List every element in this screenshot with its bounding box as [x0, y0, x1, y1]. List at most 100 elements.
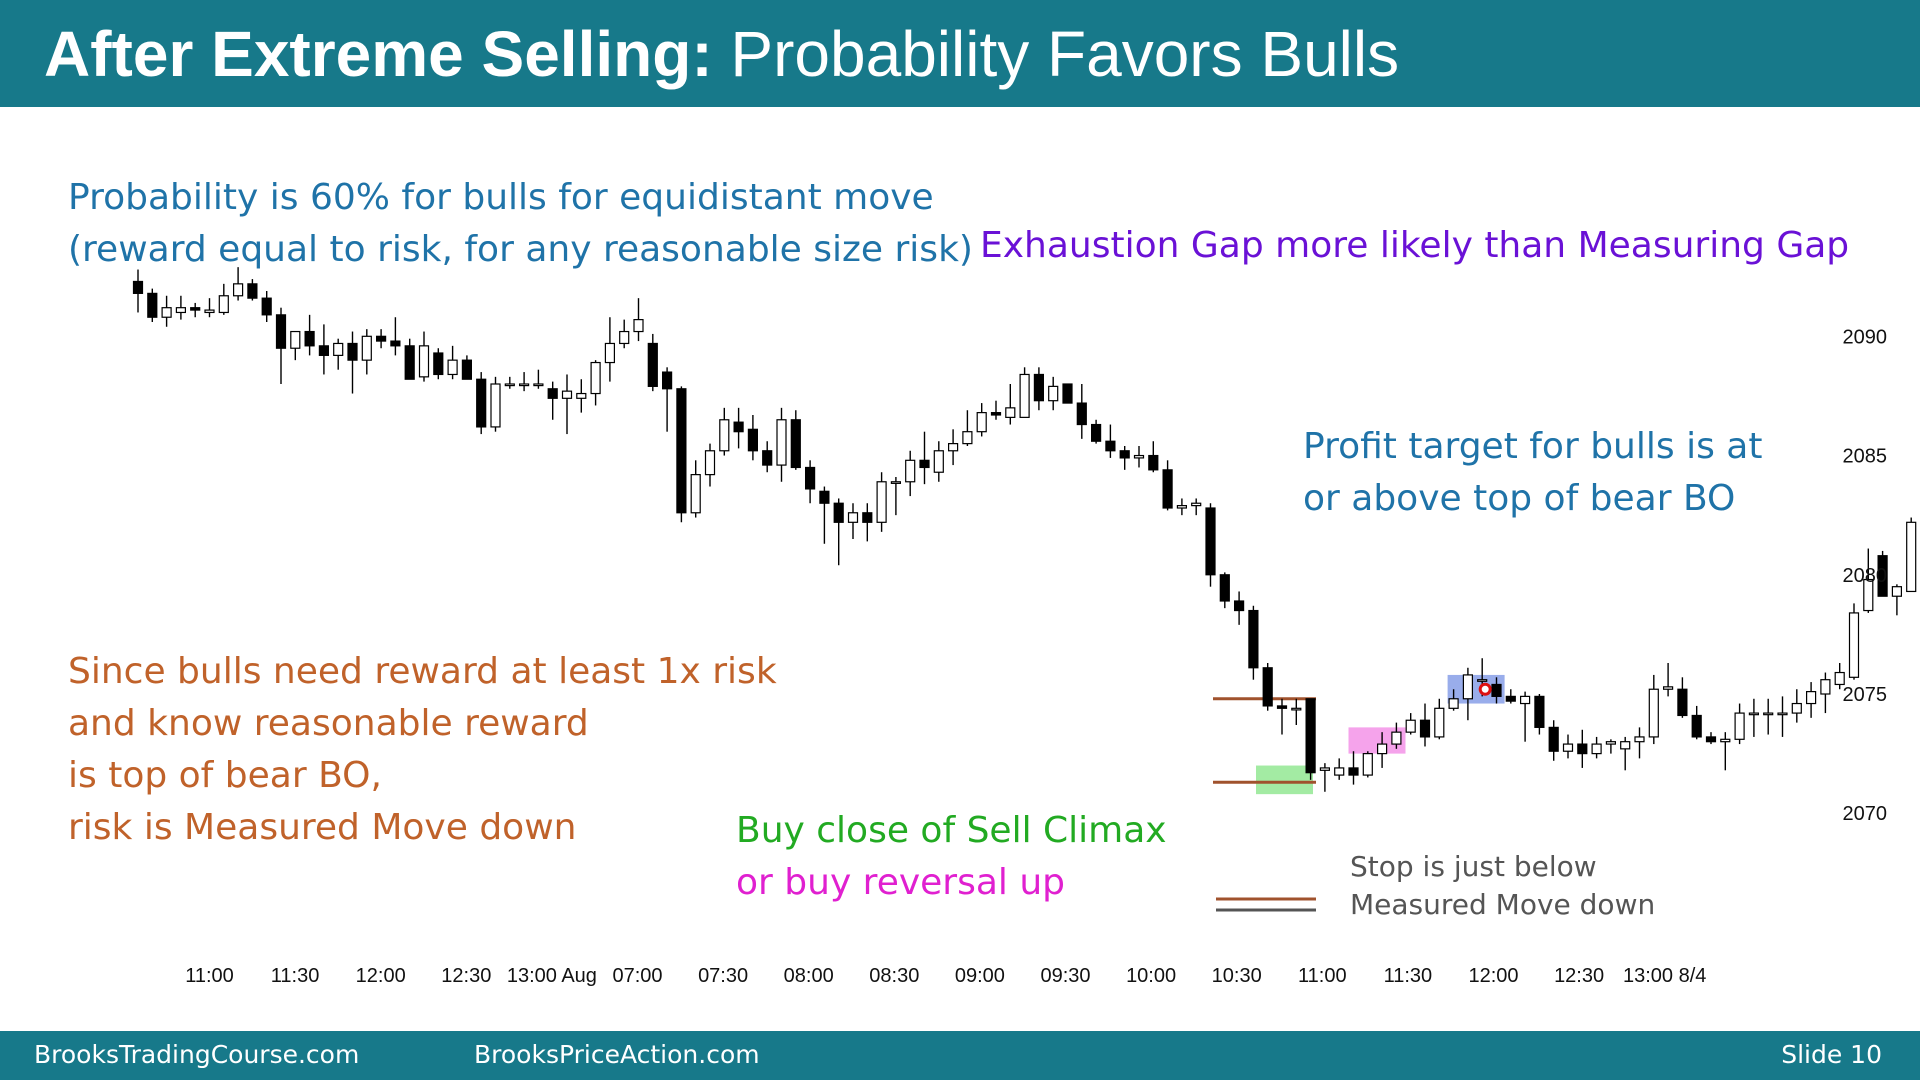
candle-body	[318, 345, 329, 356]
candle-body	[733, 421, 744, 433]
x-tick-label: 11:00	[185, 965, 234, 987]
candle	[361, 329, 372, 375]
candle-body	[190, 307, 201, 311]
x-tick-label: 11:00	[1298, 965, 1347, 987]
candle	[204, 298, 215, 318]
candle-body	[1291, 707, 1302, 711]
candle	[175, 295, 186, 320]
bulls-risk-note-line3: is top of bear BO,	[68, 755, 382, 796]
candle-body	[1906, 521, 1917, 593]
x-tick-label: 07:30	[698, 965, 748, 987]
candle	[919, 431, 930, 485]
candle-body	[1519, 695, 1531, 705]
candle-body	[1248, 609, 1259, 669]
candle	[819, 486, 830, 544]
candle-body	[1877, 555, 1888, 597]
candle	[1577, 729, 1588, 768]
x-tick-label: 13:00 8/4	[1623, 965, 1706, 987]
candle	[862, 503, 873, 542]
y-tick-label: 2075	[1843, 684, 1888, 706]
y-tick-label: 2085	[1843, 446, 1888, 468]
candle-body	[433, 352, 444, 376]
candle-body	[1620, 741, 1631, 750]
bulls-risk-note-line2: and know reasonable reward	[68, 703, 589, 744]
candle-body	[1720, 738, 1731, 743]
candle	[1291, 698, 1302, 725]
candle	[447, 345, 458, 380]
candle-body	[1891, 586, 1903, 597]
candle-body	[1648, 688, 1659, 738]
candle	[561, 374, 573, 435]
candle-body	[1319, 767, 1331, 771]
candle	[233, 267, 244, 301]
x-tick-label: 09:30	[1040, 965, 1090, 987]
candle-body	[1477, 679, 1488, 682]
stop-note-line2: Measured Move down	[1350, 888, 1656, 921]
candle	[318, 324, 329, 375]
candle-body	[1748, 712, 1760, 716]
candle-body	[1705, 736, 1717, 743]
candle-body	[304, 330, 315, 347]
candle	[747, 415, 759, 461]
candle-body	[1577, 743, 1588, 755]
x-tick-label: 08:30	[869, 965, 919, 987]
candle	[1005, 384, 1016, 425]
x-tick-label: 10:00	[1126, 965, 1176, 987]
buy-reversal-note: or buy reversal up	[736, 857, 1065, 909]
candle-body	[976, 412, 987, 433]
candle	[1462, 667, 1474, 721]
candle	[1391, 722, 1402, 749]
candle	[590, 360, 601, 406]
footer-site-course: BrooksTradingCourse.com	[34, 1040, 360, 1069]
candle	[218, 283, 229, 315]
candle-body	[905, 459, 916, 483]
candle-body	[1305, 698, 1316, 774]
candle-body	[647, 342, 658, 387]
candle	[1891, 584, 1903, 616]
candle-body	[762, 450, 773, 466]
x-tick-label: 13:00 Aug	[507, 965, 597, 987]
candle-body	[247, 283, 258, 299]
candle	[1777, 696, 1788, 737]
candle-body	[690, 474, 701, 514]
candle-body	[347, 342, 358, 361]
candle	[1820, 672, 1831, 714]
candle-body	[390, 340, 401, 347]
candle-body	[1262, 667, 1273, 707]
candle	[1662, 663, 1674, 697]
candle-body	[1591, 743, 1602, 755]
candle	[790, 410, 801, 470]
y-tick-label: 2080	[1843, 565, 1888, 587]
candle-body	[418, 345, 430, 378]
candle	[1677, 677, 1688, 718]
candle-body	[661, 371, 673, 390]
x-tick-label: 11:30	[1384, 965, 1433, 987]
candle-body	[1205, 507, 1216, 576]
candle-body	[1448, 698, 1459, 709]
x-tick-label: 12:30	[441, 965, 491, 987]
buy-reversal-note-line: or buy reversal up	[736, 862, 1066, 903]
gap-note-line: Exhaustion Gap more likely than Measurin…	[980, 225, 1850, 266]
candle-body	[161, 307, 172, 318]
footer-site-priceaction: BrooksPriceAction.com	[474, 1040, 760, 1069]
candle	[962, 410, 973, 446]
candle	[1219, 572, 1230, 609]
candle	[1848, 603, 1860, 680]
candle	[247, 279, 258, 301]
candle-body	[1233, 600, 1245, 612]
candle-body	[175, 307, 186, 314]
y-tick-label: 2070	[1843, 803, 1888, 825]
stop-legend	[1216, 897, 1316, 912]
candle-body	[218, 295, 229, 314]
candle	[1405, 713, 1416, 735]
candle-body	[1033, 373, 1045, 402]
candle	[1691, 705, 1702, 740]
candle-body	[619, 330, 630, 345]
price-chart: 2090 2085 2080 2075 2070 11:00 11:30 12:00 12:3…	[132, 267, 1917, 987]
candle-body	[933, 450, 944, 473]
candle-body	[1691, 714, 1702, 738]
x-tick-label: 11:30	[271, 965, 320, 987]
candle-body	[1133, 454, 1145, 459]
candle	[1620, 736, 1631, 771]
candle	[1419, 703, 1431, 747]
